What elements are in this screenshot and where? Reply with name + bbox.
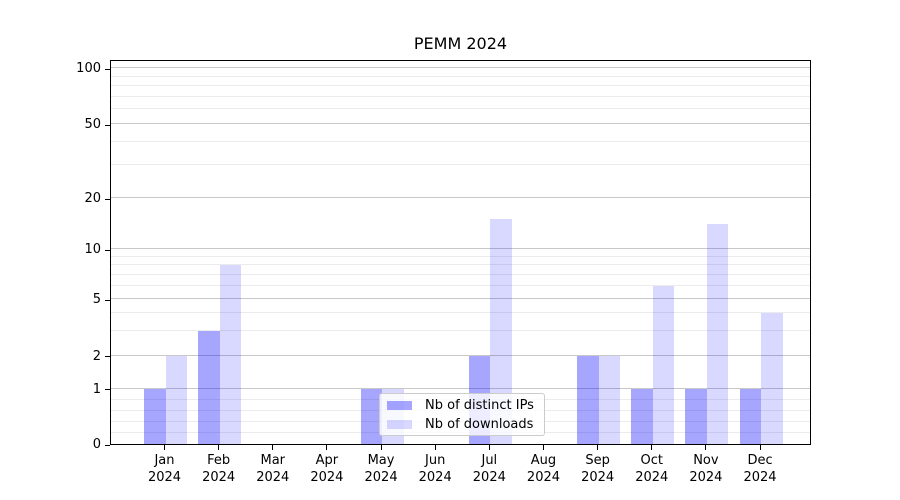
x-tick-mark [651, 445, 653, 450]
x-tick-label: May 2024 [364, 453, 398, 485]
x-tick-label: Jan 2024 [147, 453, 182, 485]
x-tick-mark [218, 445, 220, 450]
gridline-minor [111, 284, 810, 286]
y-tick-mark [105, 389, 110, 390]
bar-downloads-jul [490, 219, 512, 444]
x-tick-label: Oct 2024 [635, 453, 669, 485]
gridline-minor [111, 264, 810, 266]
plot-area [110, 60, 811, 445]
legend-label-distinct-ips: Nb of distinct IPs [425, 397, 534, 413]
y-tick-label: 50 [84, 117, 101, 132]
bar-downloads-dec [761, 312, 783, 444]
y-tick-label: 20 [84, 191, 101, 206]
gridline-major [111, 354, 810, 356]
x-tick-label: Jul 2024 [472, 453, 506, 485]
x-tick-label: Dec 2024 [743, 453, 777, 485]
gridline-minor [111, 164, 810, 166]
gridline-minor [111, 85, 810, 87]
x-tick-label: Mar 2024 [256, 453, 290, 485]
gridline-minor [111, 75, 810, 77]
x-tick-label: Aug 2024 [526, 453, 561, 485]
bar-downloads-oct [652, 285, 675, 444]
bar-ips-nov [685, 388, 707, 444]
bar-downloads-jan [165, 355, 187, 444]
bar-downloads-nov [706, 224, 729, 444]
gridline-major [111, 123, 810, 124]
bar-ips-feb [198, 330, 220, 444]
x-tick-label: Feb 2024 [202, 453, 236, 485]
gridline-major [111, 298, 810, 299]
gridline-minor [111, 311, 810, 313]
y-tick-mark [105, 124, 110, 126]
y-tick-mark [105, 444, 110, 446]
gridline-minor [111, 329, 810, 331]
x-tick-mark [326, 445, 328, 450]
y-tick-mark [105, 68, 110, 70]
bar-ips-oct [631, 388, 653, 444]
x-tick-mark [434, 445, 436, 450]
legend-item-distinct-ips: Nb of distinct IPs [387, 397, 537, 413]
x-tick-label: Nov 2024 [689, 453, 723, 485]
y-tick-label: 1 [92, 381, 101, 397]
bar-downloads-feb [219, 265, 242, 444]
bar-ips-may [360, 388, 383, 444]
gridline-major [111, 197, 810, 198]
x-tick-mark [597, 445, 599, 450]
gridline-major [111, 248, 810, 249]
legend-item-downloads: Nb of downloads [387, 416, 537, 432]
y-tick-mark [105, 299, 110, 301]
gridline-minor [111, 141, 810, 143]
x-tick-label: Apr 2024 [310, 453, 344, 485]
y-tick-mark [105, 356, 110, 358]
gridline-minor [111, 273, 810, 275]
x-tick-mark [272, 445, 274, 450]
legend: Nb of distinct IPs Nb of downloads [379, 393, 545, 436]
x-tick-mark [488, 445, 490, 450]
bar-ips-sep [577, 355, 599, 444]
gridline-major [111, 387, 810, 389]
bar-ips-dec [739, 388, 762, 444]
x-tick-label: Jun 2024 [418, 453, 452, 485]
y-tick-label: 2 [92, 348, 101, 364]
x-tick-mark [705, 445, 707, 450]
gridline-minor [111, 108, 810, 110]
y-tick-label: 10 [84, 242, 101, 257]
legend-swatch-downloads [387, 419, 412, 429]
bar-ips-jan [144, 388, 166, 444]
y-tick-mark [105, 198, 110, 200]
y-tick-mark [105, 249, 110, 251]
y-tick-label: 0 [92, 437, 101, 452]
x-tick-mark [542, 445, 544, 450]
y-tick-label: 100 [76, 61, 101, 76]
gridline-minor [111, 255, 810, 257]
gridline-minor [111, 95, 810, 97]
x-tick-mark [164, 445, 165, 450]
x-tick-mark [759, 445, 761, 450]
legend-label-downloads: Nb of downloads [425, 416, 534, 432]
x-tick-mark [380, 445, 382, 450]
x-tick-label: Sep 2024 [581, 453, 615, 485]
legend-swatch-distinct-ips [387, 400, 412, 410]
bar-downloads-sep [598, 355, 621, 444]
chart-title: PEMM 2024 [413, 34, 508, 53]
gridline-major [111, 67, 810, 68]
y-tick-label: 5 [92, 292, 101, 307]
